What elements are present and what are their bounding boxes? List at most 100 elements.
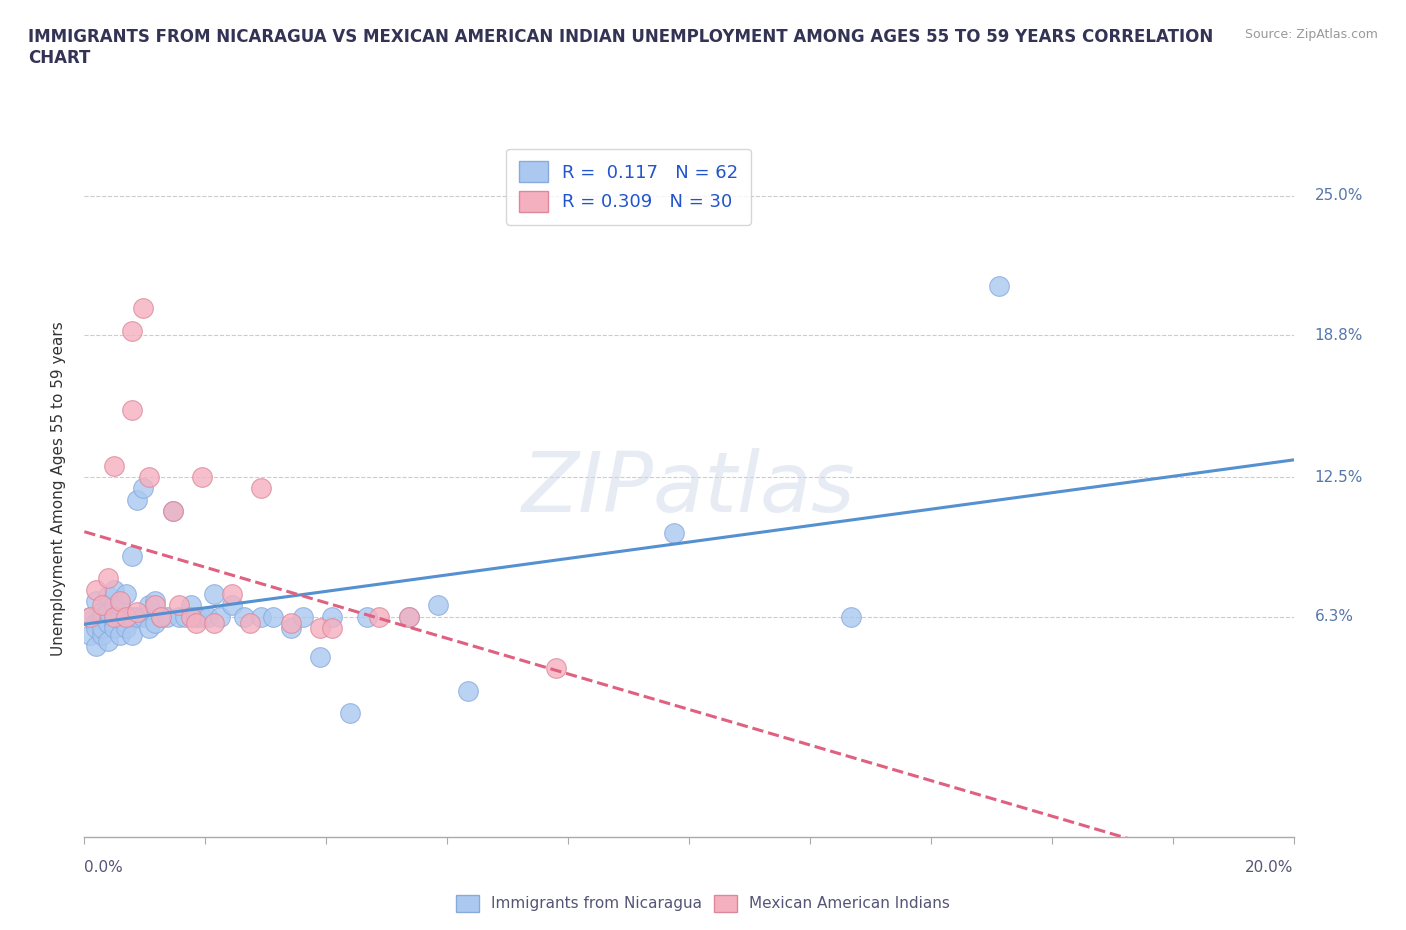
Point xyxy=(132,481,155,496)
Legend: R =  0.117   N = 62, R = 0.309   N = 30: R = 0.117 N = 62, R = 0.309 N = 30 xyxy=(506,149,751,224)
Point xyxy=(91,609,114,624)
Point xyxy=(97,616,120,631)
Text: ZIPatlas: ZIPatlas xyxy=(522,447,856,529)
Point xyxy=(108,598,131,613)
Point xyxy=(84,616,107,631)
Point xyxy=(84,620,107,635)
Point xyxy=(398,609,420,624)
Point xyxy=(150,609,173,624)
Point xyxy=(108,627,131,642)
Point xyxy=(138,470,160,485)
Point xyxy=(162,503,184,518)
Text: 0.0%: 0.0% xyxy=(84,860,124,875)
Point xyxy=(987,278,1010,293)
Point xyxy=(321,609,343,624)
Point xyxy=(427,598,450,613)
Point xyxy=(79,627,101,642)
Point xyxy=(121,402,143,417)
Point xyxy=(398,609,420,624)
Point xyxy=(150,609,173,624)
Point xyxy=(132,300,155,315)
Point xyxy=(103,458,125,473)
Point xyxy=(127,604,149,619)
Point xyxy=(114,587,136,602)
Point xyxy=(91,620,114,635)
Point xyxy=(339,706,361,721)
Point xyxy=(121,549,143,564)
Point xyxy=(103,598,125,613)
Point xyxy=(291,609,314,624)
Text: IMMIGRANTS FROM NICARAGUA VS MEXICAN AMERICAN INDIAN UNEMPLOYMENT AMONG AGES 55 : IMMIGRANTS FROM NICARAGUA VS MEXICAN AME… xyxy=(28,28,1213,67)
Point xyxy=(321,620,343,635)
Point xyxy=(221,587,243,602)
Point xyxy=(97,604,120,619)
Point xyxy=(84,638,107,653)
Point xyxy=(664,525,686,540)
Legend: Immigrants from Nicaragua, Mexican American Indians: Immigrants from Nicaragua, Mexican Ameri… xyxy=(450,889,956,918)
Point xyxy=(167,598,190,613)
Point xyxy=(91,604,114,619)
Point xyxy=(108,593,131,608)
Point xyxy=(138,598,160,613)
Point xyxy=(103,620,125,635)
Point xyxy=(132,609,155,624)
Point xyxy=(238,616,260,631)
Point xyxy=(97,634,120,649)
Point xyxy=(191,470,214,485)
Point xyxy=(167,609,190,624)
Point xyxy=(127,609,149,624)
Point xyxy=(121,627,143,642)
Point xyxy=(103,616,125,631)
Text: Source: ZipAtlas.com: Source: ZipAtlas.com xyxy=(1244,28,1378,41)
Point xyxy=(97,589,120,604)
Point xyxy=(309,649,332,664)
Point xyxy=(221,598,243,613)
Point xyxy=(84,582,107,597)
Point xyxy=(114,620,136,635)
Point xyxy=(138,620,160,635)
Point xyxy=(280,620,302,635)
Point xyxy=(91,598,114,613)
Text: 12.5%: 12.5% xyxy=(1315,470,1362,485)
Point xyxy=(356,609,378,624)
Point xyxy=(368,609,391,624)
Point xyxy=(114,609,136,624)
Point xyxy=(186,616,208,631)
Point xyxy=(457,684,479,698)
Point xyxy=(79,609,101,624)
Point xyxy=(103,582,125,597)
Point xyxy=(143,616,166,631)
Text: 6.3%: 6.3% xyxy=(1315,609,1354,624)
Point xyxy=(79,609,101,624)
Point xyxy=(121,609,143,624)
Point xyxy=(191,609,214,624)
Point xyxy=(280,616,302,631)
Y-axis label: Unemployment Among Ages 55 to 59 years: Unemployment Among Ages 55 to 59 years xyxy=(51,321,66,656)
Point xyxy=(108,609,131,624)
Point xyxy=(143,598,166,613)
Point xyxy=(186,609,208,624)
Point xyxy=(180,609,202,624)
Point xyxy=(232,609,254,624)
Point xyxy=(202,587,225,602)
Point xyxy=(103,609,125,624)
Text: 20.0%: 20.0% xyxy=(1246,860,1294,875)
Point xyxy=(121,324,143,339)
Text: 25.0%: 25.0% xyxy=(1315,188,1362,204)
Point xyxy=(84,593,107,608)
Point xyxy=(197,609,219,624)
Point xyxy=(114,616,136,631)
Point xyxy=(127,492,149,507)
Point xyxy=(262,609,284,624)
Point xyxy=(546,661,568,676)
Point xyxy=(839,609,862,624)
Text: 18.8%: 18.8% xyxy=(1315,327,1362,343)
Point xyxy=(250,481,273,496)
Point xyxy=(173,609,195,624)
Point xyxy=(97,571,120,586)
Point xyxy=(162,503,184,518)
Point xyxy=(202,616,225,631)
Point xyxy=(250,609,273,624)
Point xyxy=(156,609,179,624)
Point xyxy=(309,620,332,635)
